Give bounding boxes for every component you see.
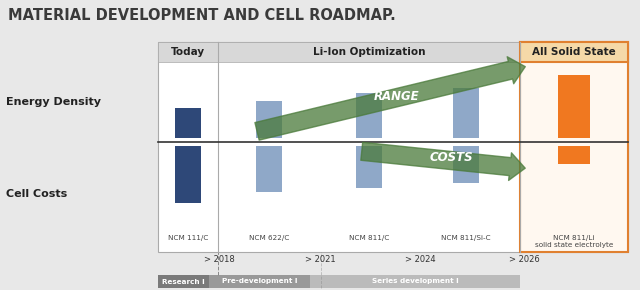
Text: MATERIAL DEVELOPMENT AND CELL ROADMAP.: MATERIAL DEVELOPMENT AND CELL ROADMAP. bbox=[8, 8, 396, 23]
Text: > 2024: > 2024 bbox=[405, 255, 436, 264]
Bar bbox=[158, 42, 628, 252]
Text: Li-Ion Optimization: Li-Ion Optimization bbox=[313, 47, 425, 57]
Text: > 2026: > 2026 bbox=[509, 255, 540, 264]
Bar bbox=[558, 75, 590, 138]
Text: > 2018: > 2018 bbox=[204, 255, 234, 264]
Text: RANGE: RANGE bbox=[373, 90, 419, 104]
Bar bbox=[175, 108, 201, 138]
Bar bbox=[520, 42, 628, 252]
Bar bbox=[520, 42, 628, 62]
Text: All Solid State: All Solid State bbox=[532, 47, 616, 57]
Text: > 2021: > 2021 bbox=[305, 255, 336, 264]
Bar bbox=[158, 275, 209, 288]
Bar bbox=[257, 101, 282, 138]
Text: Pre-development I: Pre-development I bbox=[221, 278, 297, 284]
Bar bbox=[356, 93, 382, 138]
Bar bbox=[175, 146, 201, 203]
Text: COSTS: COSTS bbox=[429, 151, 474, 164]
Text: NCM 111/C: NCM 111/C bbox=[168, 235, 208, 241]
Bar bbox=[558, 146, 590, 164]
Text: NCM 622/C: NCM 622/C bbox=[249, 235, 289, 241]
Bar bbox=[257, 146, 282, 192]
Bar bbox=[209, 275, 310, 288]
Bar bbox=[218, 42, 520, 62]
Text: Series development I: Series development I bbox=[372, 278, 458, 284]
Bar bbox=[158, 42, 218, 62]
Bar bbox=[452, 146, 479, 183]
Text: NCM 811/Li
solid state electrolyte: NCM 811/Li solid state electrolyte bbox=[535, 235, 613, 248]
FancyArrowPatch shape bbox=[361, 142, 525, 180]
Text: Research I: Research I bbox=[162, 278, 205, 284]
Bar bbox=[452, 88, 479, 138]
Text: Today: Today bbox=[171, 47, 205, 57]
Bar bbox=[310, 275, 520, 288]
FancyArrowPatch shape bbox=[255, 57, 525, 140]
Text: NCM 811/C: NCM 811/C bbox=[349, 235, 389, 241]
Bar bbox=[356, 146, 382, 188]
Text: Energy Density: Energy Density bbox=[6, 97, 101, 107]
Text: NCM 811/Si-C: NCM 811/Si-C bbox=[441, 235, 490, 241]
Text: Cell Costs: Cell Costs bbox=[6, 189, 67, 199]
